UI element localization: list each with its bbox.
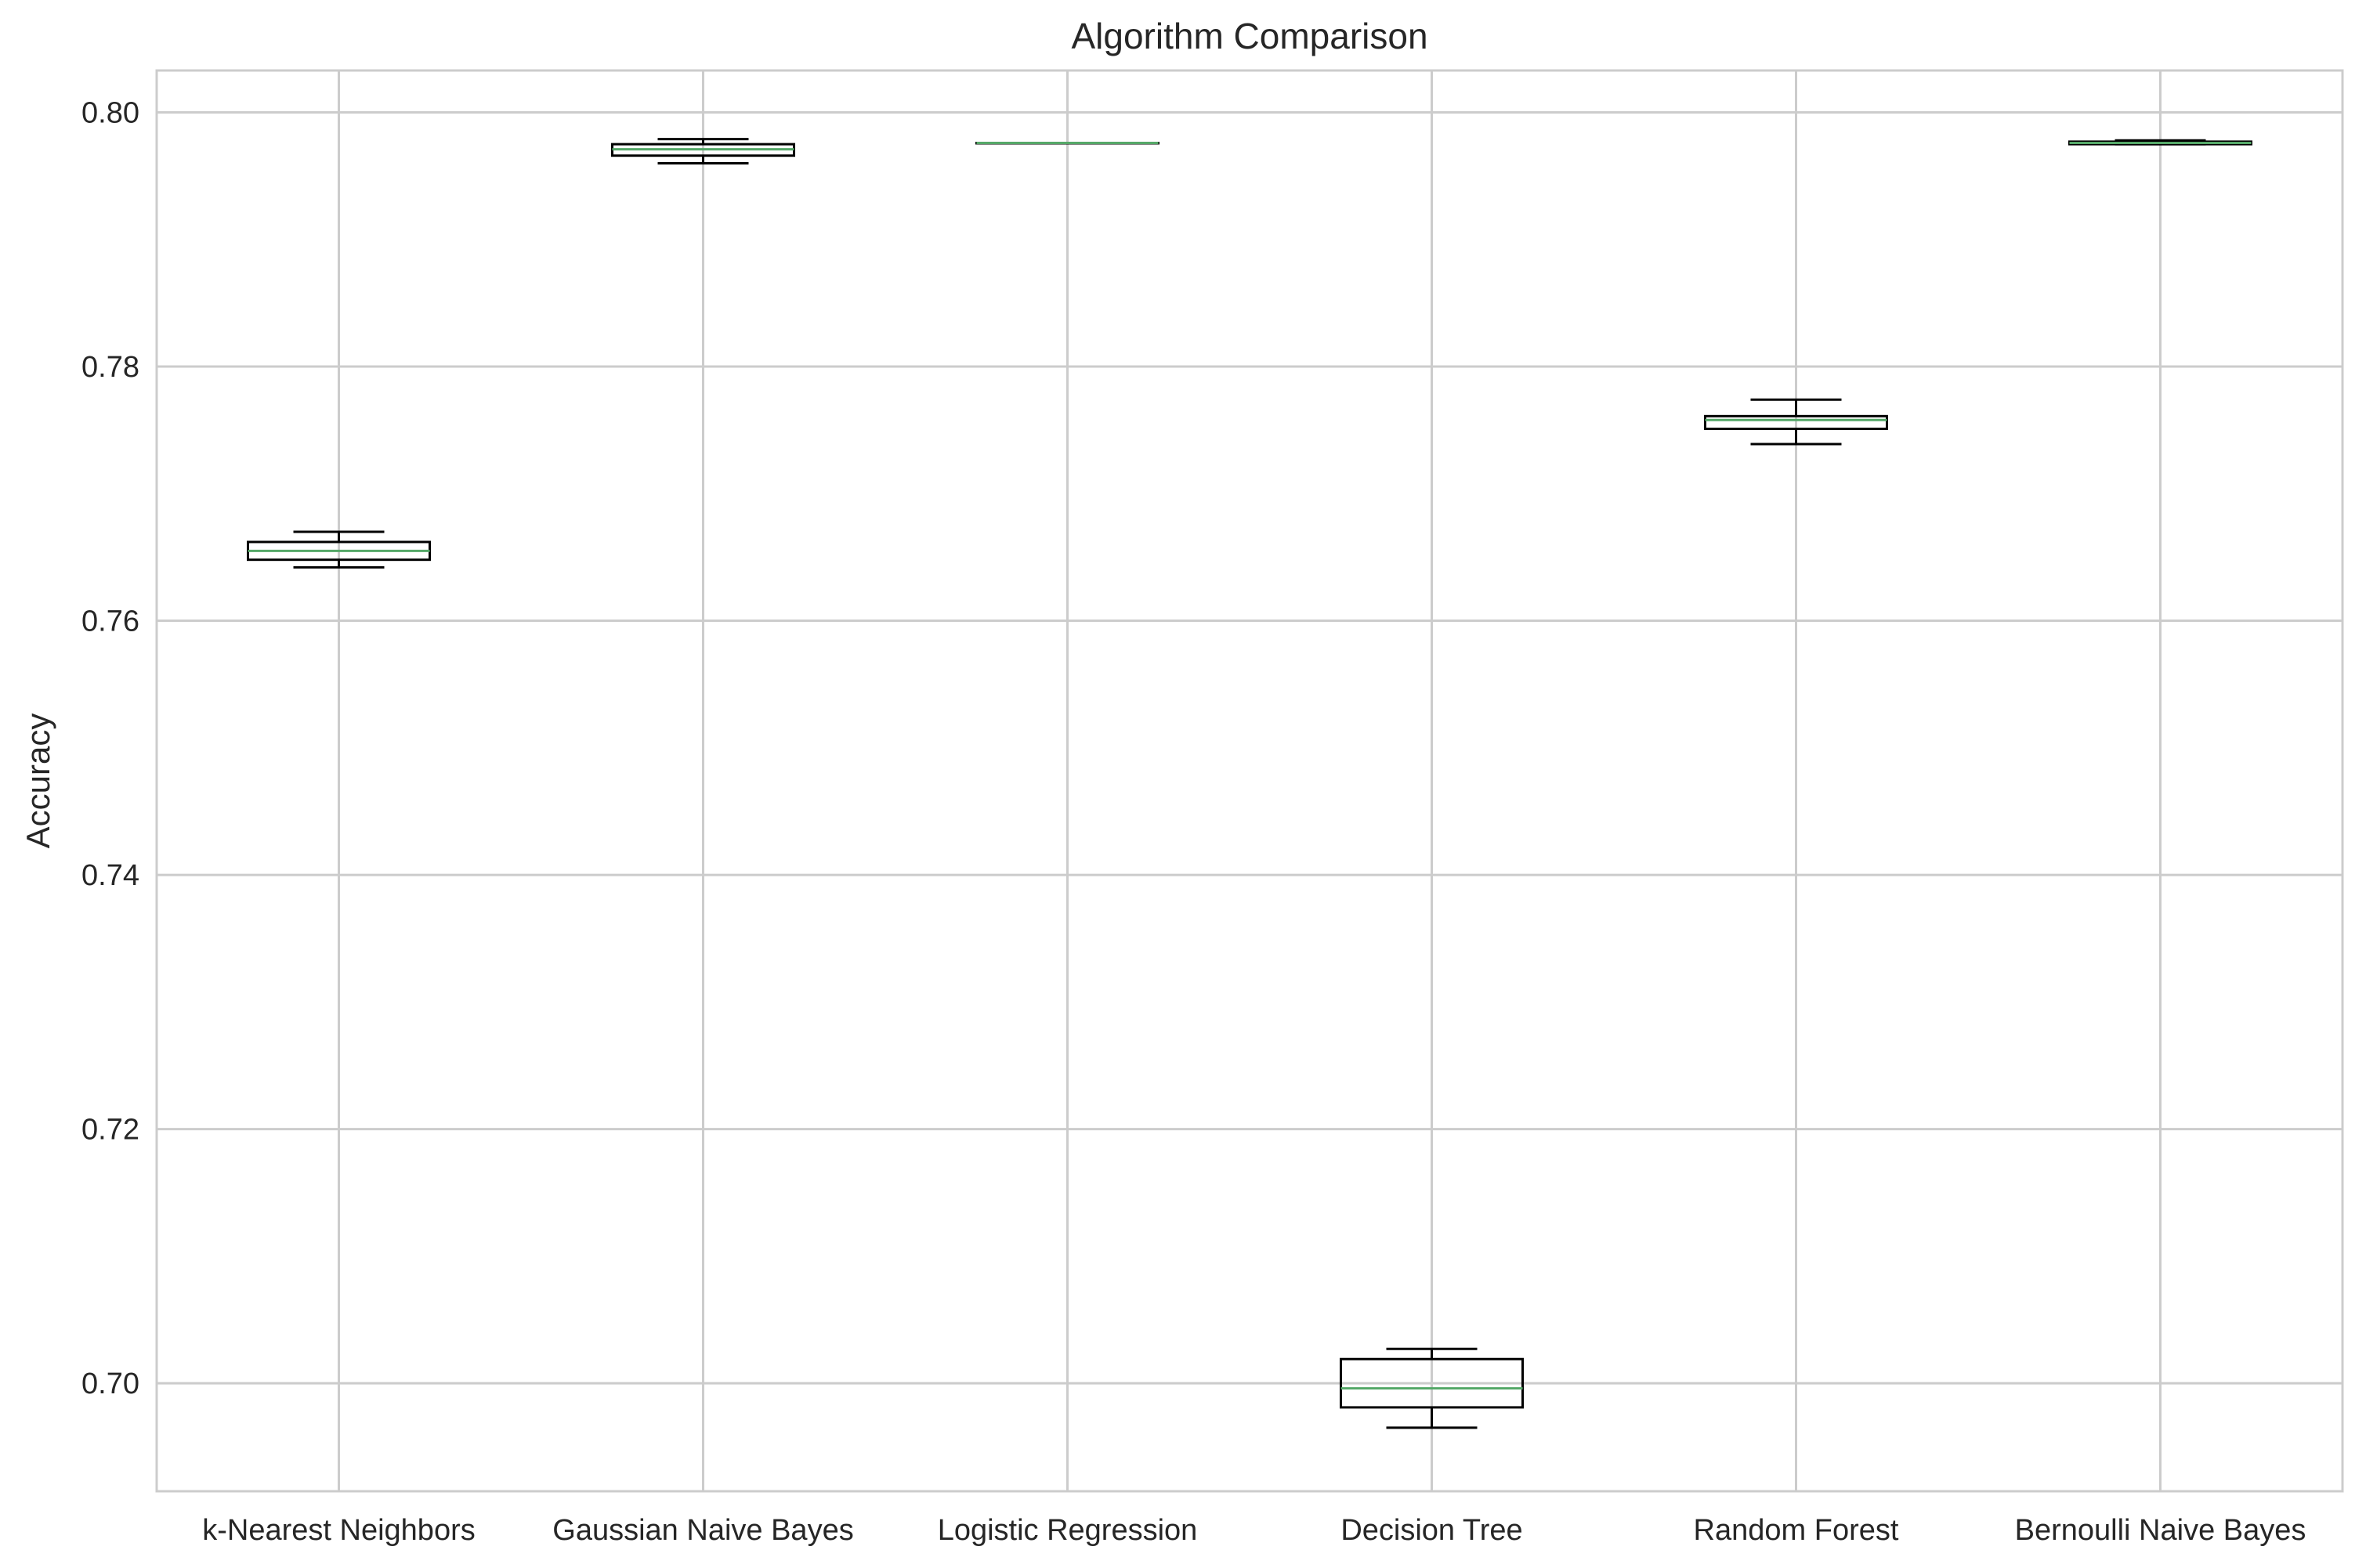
x-tick-label: Decision Tree [1340,1514,1522,1547]
x-tick-labels: k-Nearest Neighbors Gaussian Naive Bayes L… [202,1514,2306,1547]
box-plot [2068,139,2252,146]
box-plot [1340,1347,1524,1429]
x-tick-label: Gaussian Naive Bayes [552,1514,853,1547]
x-tick-label: Logistic Regression [938,1514,1198,1547]
box-layer [247,138,2252,1429]
box-plot [247,530,431,569]
box-plot [1704,398,1888,446]
y-tick-label: 0.78 [81,351,139,384]
box-iqr [1704,414,1888,431]
y-tick-label: 0.74 [81,859,139,892]
y-axis-label: Accuracy [20,714,56,849]
chart-title: Algorithm Comparison [1071,16,1427,56]
y-tick-label: 0.72 [81,1114,139,1147]
grid-layer [157,70,2342,1491]
y-tick-label: 0.76 [81,605,139,638]
y-tick-labels: 0.70 0.72 0.74 0.76 0.78 0.80 [81,97,139,1401]
x-tick-label: Bernoulli Naive Bayes [2015,1514,2306,1547]
box-iqr [1340,1357,1524,1409]
x-tick-label: k-Nearest Neighbors [202,1514,475,1547]
x-tick-label: Random Forest [1694,1514,1899,1547]
y-tick-label: 0.80 [81,97,139,130]
y-tick-label: 0.70 [81,1367,139,1400]
box-plot [611,138,795,164]
plot-frame [155,69,2344,1493]
